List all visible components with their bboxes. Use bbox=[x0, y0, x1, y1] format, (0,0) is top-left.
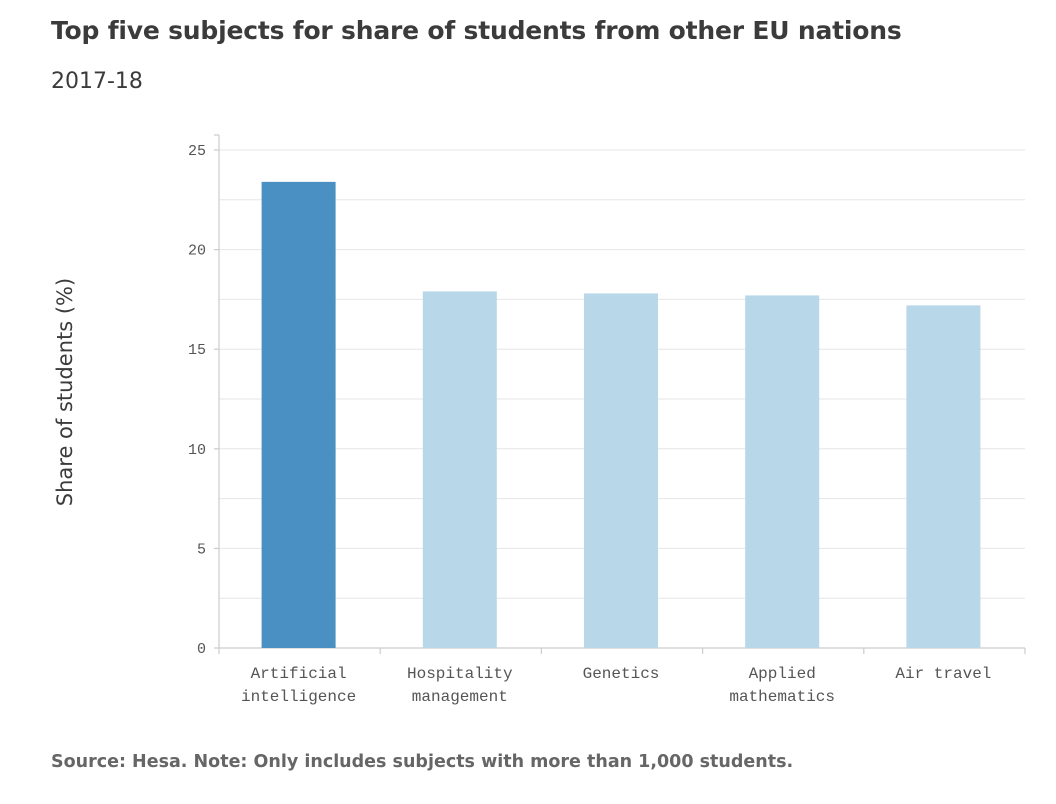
bar[interactable] bbox=[261, 181, 336, 648]
x-tick-label: Applied mathematics bbox=[729, 665, 835, 706]
x-tick-label: Artificial intelligence bbox=[241, 665, 356, 706]
y-tick-label: 25 bbox=[188, 143, 206, 160]
y-tick-label: 20 bbox=[188, 243, 206, 260]
x-tick-label: Genetics bbox=[583, 665, 660, 683]
chart-title: Top five subjects for share of students … bbox=[51, 16, 902, 45]
bars bbox=[261, 181, 981, 648]
bar[interactable] bbox=[422, 291, 497, 648]
x-tick-label: Hospitality management bbox=[407, 665, 513, 706]
y-tick-label: 15 bbox=[188, 342, 206, 359]
y-tick-label: 5 bbox=[197, 541, 206, 558]
chart-source-note: Source: Hesa. Note: Only includes subjec… bbox=[51, 752, 794, 772]
y-axis-title: Share of students (%) bbox=[53, 278, 77, 506]
bar[interactable] bbox=[906, 305, 981, 648]
x-tick-label: Air travel bbox=[895, 665, 991, 683]
bar-chart: 0 5 10 15 20 25 Share of students (%) Artificia… bbox=[53, 134, 1026, 706]
y-tick-label: 0 bbox=[197, 641, 206, 658]
bar[interactable] bbox=[584, 293, 658, 648]
labels: 0 5 10 15 20 25 Share of students (%) Artificia… bbox=[53, 143, 991, 706]
chart-subtitle: 2017-18 bbox=[51, 69, 143, 94]
bar[interactable] bbox=[745, 295, 820, 648]
y-tick-label: 10 bbox=[188, 442, 206, 459]
